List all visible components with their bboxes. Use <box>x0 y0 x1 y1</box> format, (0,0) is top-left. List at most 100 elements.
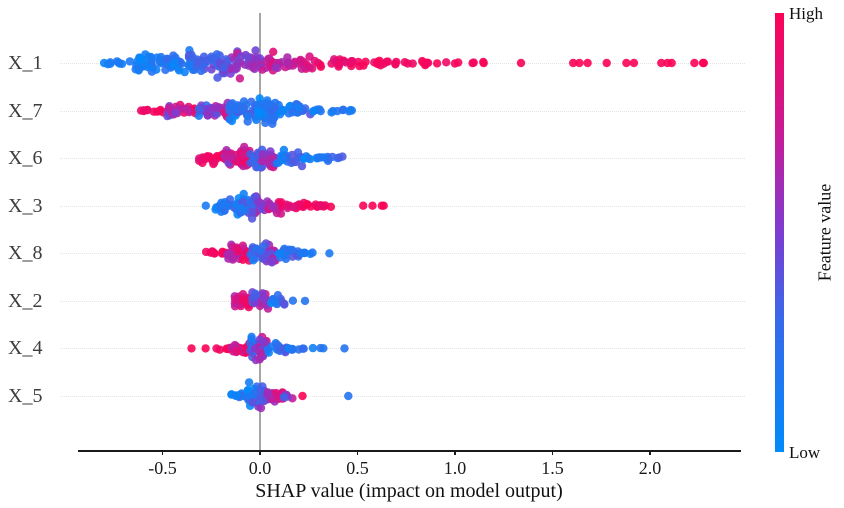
row-guide-X_7 <box>60 110 745 112</box>
shap-dot <box>207 65 216 74</box>
shap-dot <box>136 106 146 115</box>
shap-dot <box>622 58 631 68</box>
shap-dot <box>273 291 283 300</box>
shap-dot <box>279 145 289 155</box>
row-guide-X_6 <box>60 158 745 160</box>
shap-dot <box>288 252 297 261</box>
shap-dot <box>269 47 278 56</box>
shap-dot <box>152 65 161 74</box>
zero-reference-line <box>259 13 261 450</box>
shap-dot <box>258 150 267 159</box>
shap-dot <box>187 344 196 353</box>
shap-dot <box>391 59 400 68</box>
shap-dot <box>323 156 333 166</box>
shap-dot <box>140 60 150 70</box>
shap-dot <box>155 58 165 67</box>
shap-dot <box>297 161 307 171</box>
shap-dot <box>222 57 232 66</box>
shap-dot <box>663 58 672 68</box>
shap-dot <box>327 108 336 117</box>
shap-dot <box>235 74 245 83</box>
x-tick-label: 1.5 <box>541 458 564 478</box>
shap-dot <box>195 105 204 115</box>
colorbar-gradient <box>775 13 784 452</box>
shap-dot <box>316 343 325 353</box>
shap-dot <box>423 58 433 68</box>
shap-dot <box>164 103 174 112</box>
shap-dot <box>359 201 368 210</box>
shap-dot <box>310 56 319 66</box>
shap-dot <box>298 391 307 401</box>
shap-dot <box>256 348 265 358</box>
shap-dot <box>258 65 267 74</box>
shap-dot <box>239 150 248 159</box>
shap-dot <box>288 345 298 354</box>
x-tick-mark <box>649 450 651 455</box>
shap-dot <box>203 111 212 120</box>
shap-dot <box>316 107 325 116</box>
shap-dot <box>261 118 270 128</box>
shap-dot <box>213 73 222 82</box>
shap-dot <box>344 391 353 401</box>
shap-dot <box>239 189 248 199</box>
shap-dot <box>239 295 248 305</box>
shap-dot <box>263 390 272 400</box>
colorbar-high-label: High <box>789 4 823 23</box>
x-tick-mark <box>551 450 554 455</box>
shap-dot <box>271 63 280 72</box>
shap-dot <box>281 251 290 260</box>
x-tick-mark <box>161 450 164 455</box>
shap-dot <box>182 104 192 114</box>
shap-dot <box>293 102 302 112</box>
shap-dot <box>316 201 325 211</box>
shap-dot <box>252 53 261 62</box>
shap-dot <box>266 147 275 156</box>
shap-dot <box>454 58 463 67</box>
shap-dot <box>143 105 152 115</box>
shap-dot <box>299 344 308 353</box>
shap-dot <box>308 343 318 353</box>
shap-dot <box>308 248 317 257</box>
x-tick-label: 2.0 <box>638 458 662 478</box>
x-tick-label: -0.5 <box>148 458 177 478</box>
shap-dot <box>264 100 273 110</box>
shap-dot <box>699 58 708 68</box>
shap-dot <box>230 340 240 350</box>
shap-dot <box>268 119 277 128</box>
feature-label-X_2: X_2 <box>8 289 43 312</box>
shap-dot <box>257 156 267 166</box>
shap-dot <box>152 107 162 116</box>
shap-dot <box>259 254 268 263</box>
shap-dot <box>479 57 488 67</box>
shap-dot <box>254 109 264 118</box>
shap-dot <box>432 59 442 68</box>
shap-dot <box>259 295 269 304</box>
x-axis-line <box>78 450 741 452</box>
shap-dot <box>106 58 115 67</box>
shap-dot <box>602 58 611 68</box>
shap-dot <box>400 58 409 67</box>
x-tick-label: 0.0 <box>248 458 272 478</box>
shap-dot <box>232 347 242 356</box>
shap-dot <box>267 202 276 211</box>
shap-dot <box>300 296 310 306</box>
shap-dot <box>442 58 451 67</box>
shap-dot <box>201 201 210 210</box>
shap-dot <box>288 296 298 305</box>
shap-dot <box>248 156 258 166</box>
shap-dot <box>338 152 347 161</box>
shap-dot <box>256 403 266 413</box>
shap-dot <box>340 344 349 353</box>
shap-dot <box>226 153 235 162</box>
shap-dot <box>299 154 309 164</box>
shap-dot <box>171 108 180 117</box>
shap-dot <box>657 58 666 68</box>
x-tick-mark <box>259 450 261 455</box>
shap-dot <box>112 57 122 66</box>
shap-dot <box>329 55 339 64</box>
shap-dot <box>253 162 262 172</box>
x-tick-mark <box>356 450 359 455</box>
feature-label-X_1: X_1 <box>8 52 43 74</box>
shap-dot <box>251 291 261 300</box>
